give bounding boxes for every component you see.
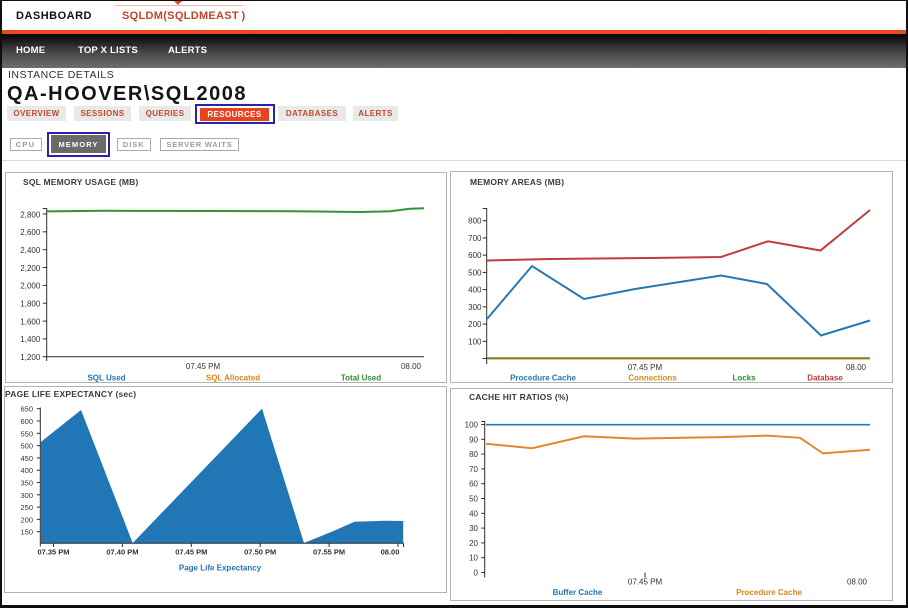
svg-text:Total Used: Total Used [341,374,381,383]
svg-text:07.50 PM: 07.50 PM [244,548,276,557]
svg-text:20: 20 [469,539,478,548]
svg-text:80: 80 [469,450,478,459]
svg-text:300: 300 [20,491,33,500]
svg-text:350: 350 [20,479,33,488]
svg-text:SQL Used: SQL Used [87,374,125,383]
svg-text:500: 500 [468,268,482,277]
svg-text:08.00: 08.00 [401,362,422,371]
svg-text:1,600: 1,600 [20,317,41,326]
svg-text:90: 90 [469,435,478,444]
svg-text:1,200: 1,200 [20,353,41,362]
svg-text:Procedure Cache: Procedure Cache [510,374,576,383]
svg-text:250: 250 [20,503,33,512]
svg-text:2,200: 2,200 [20,264,41,273]
svg-text:200: 200 [20,515,33,524]
svg-text:07.40 PM: 07.40 PM [106,548,138,557]
svg-text:Page Life Expectancy: Page Life Expectancy [179,564,262,573]
svg-text:700: 700 [468,234,482,243]
svg-text:600: 600 [468,251,482,260]
svg-text:800: 800 [468,217,482,226]
svg-text:0: 0 [474,569,479,578]
svg-text:50: 50 [469,495,478,504]
svg-text:07.45 PM: 07.45 PM [175,548,207,557]
svg-text:1,800: 1,800 [20,300,41,309]
svg-text:450: 450 [20,454,33,463]
svg-text:2,400: 2,400 [20,246,41,255]
svg-text:60: 60 [469,480,478,489]
svg-text:500: 500 [20,442,33,451]
svg-text:07.45 PM: 07.45 PM [628,578,663,587]
svg-text:SQL Allocated: SQL Allocated [206,374,260,383]
svg-text:Database: Database [807,374,843,383]
svg-text:30: 30 [469,524,478,533]
svg-text:200: 200 [468,320,482,329]
svg-text:08.00: 08.00 [381,548,400,557]
svg-text:2,600: 2,600 [20,228,41,237]
svg-text:07.55 PM: 07.55 PM [313,548,345,557]
svg-text:400: 400 [20,466,33,475]
svg-text:40: 40 [469,509,478,518]
svg-text:Procedure Cache: Procedure Cache [736,588,802,597]
svg-text:1,400: 1,400 [20,335,41,344]
svg-text:100: 100 [465,421,479,430]
svg-text:08.00: 08.00 [846,363,867,372]
svg-text:07.35 PM: 07.35 PM [37,548,69,557]
svg-text:2,000: 2,000 [20,282,41,291]
svg-text:Connections: Connections [628,374,677,383]
svg-text:600: 600 [20,417,33,426]
svg-text:07.45 PM: 07.45 PM [186,362,221,371]
svg-text:2,800: 2,800 [20,210,41,219]
svg-text:100: 100 [468,337,482,346]
svg-text:Locks: Locks [732,374,756,383]
svg-text:10: 10 [469,554,478,563]
svg-text:550: 550 [20,429,33,438]
svg-text:300: 300 [468,303,482,312]
svg-text:07.45 PM: 07.45 PM [628,363,663,372]
svg-text:400: 400 [468,286,482,295]
svg-text:Buffer Cache: Buffer Cache [553,588,603,597]
svg-text:650: 650 [20,405,33,414]
svg-text:70: 70 [469,465,478,474]
svg-text:150: 150 [20,528,33,537]
svg-text:08.00: 08.00 [847,578,868,587]
